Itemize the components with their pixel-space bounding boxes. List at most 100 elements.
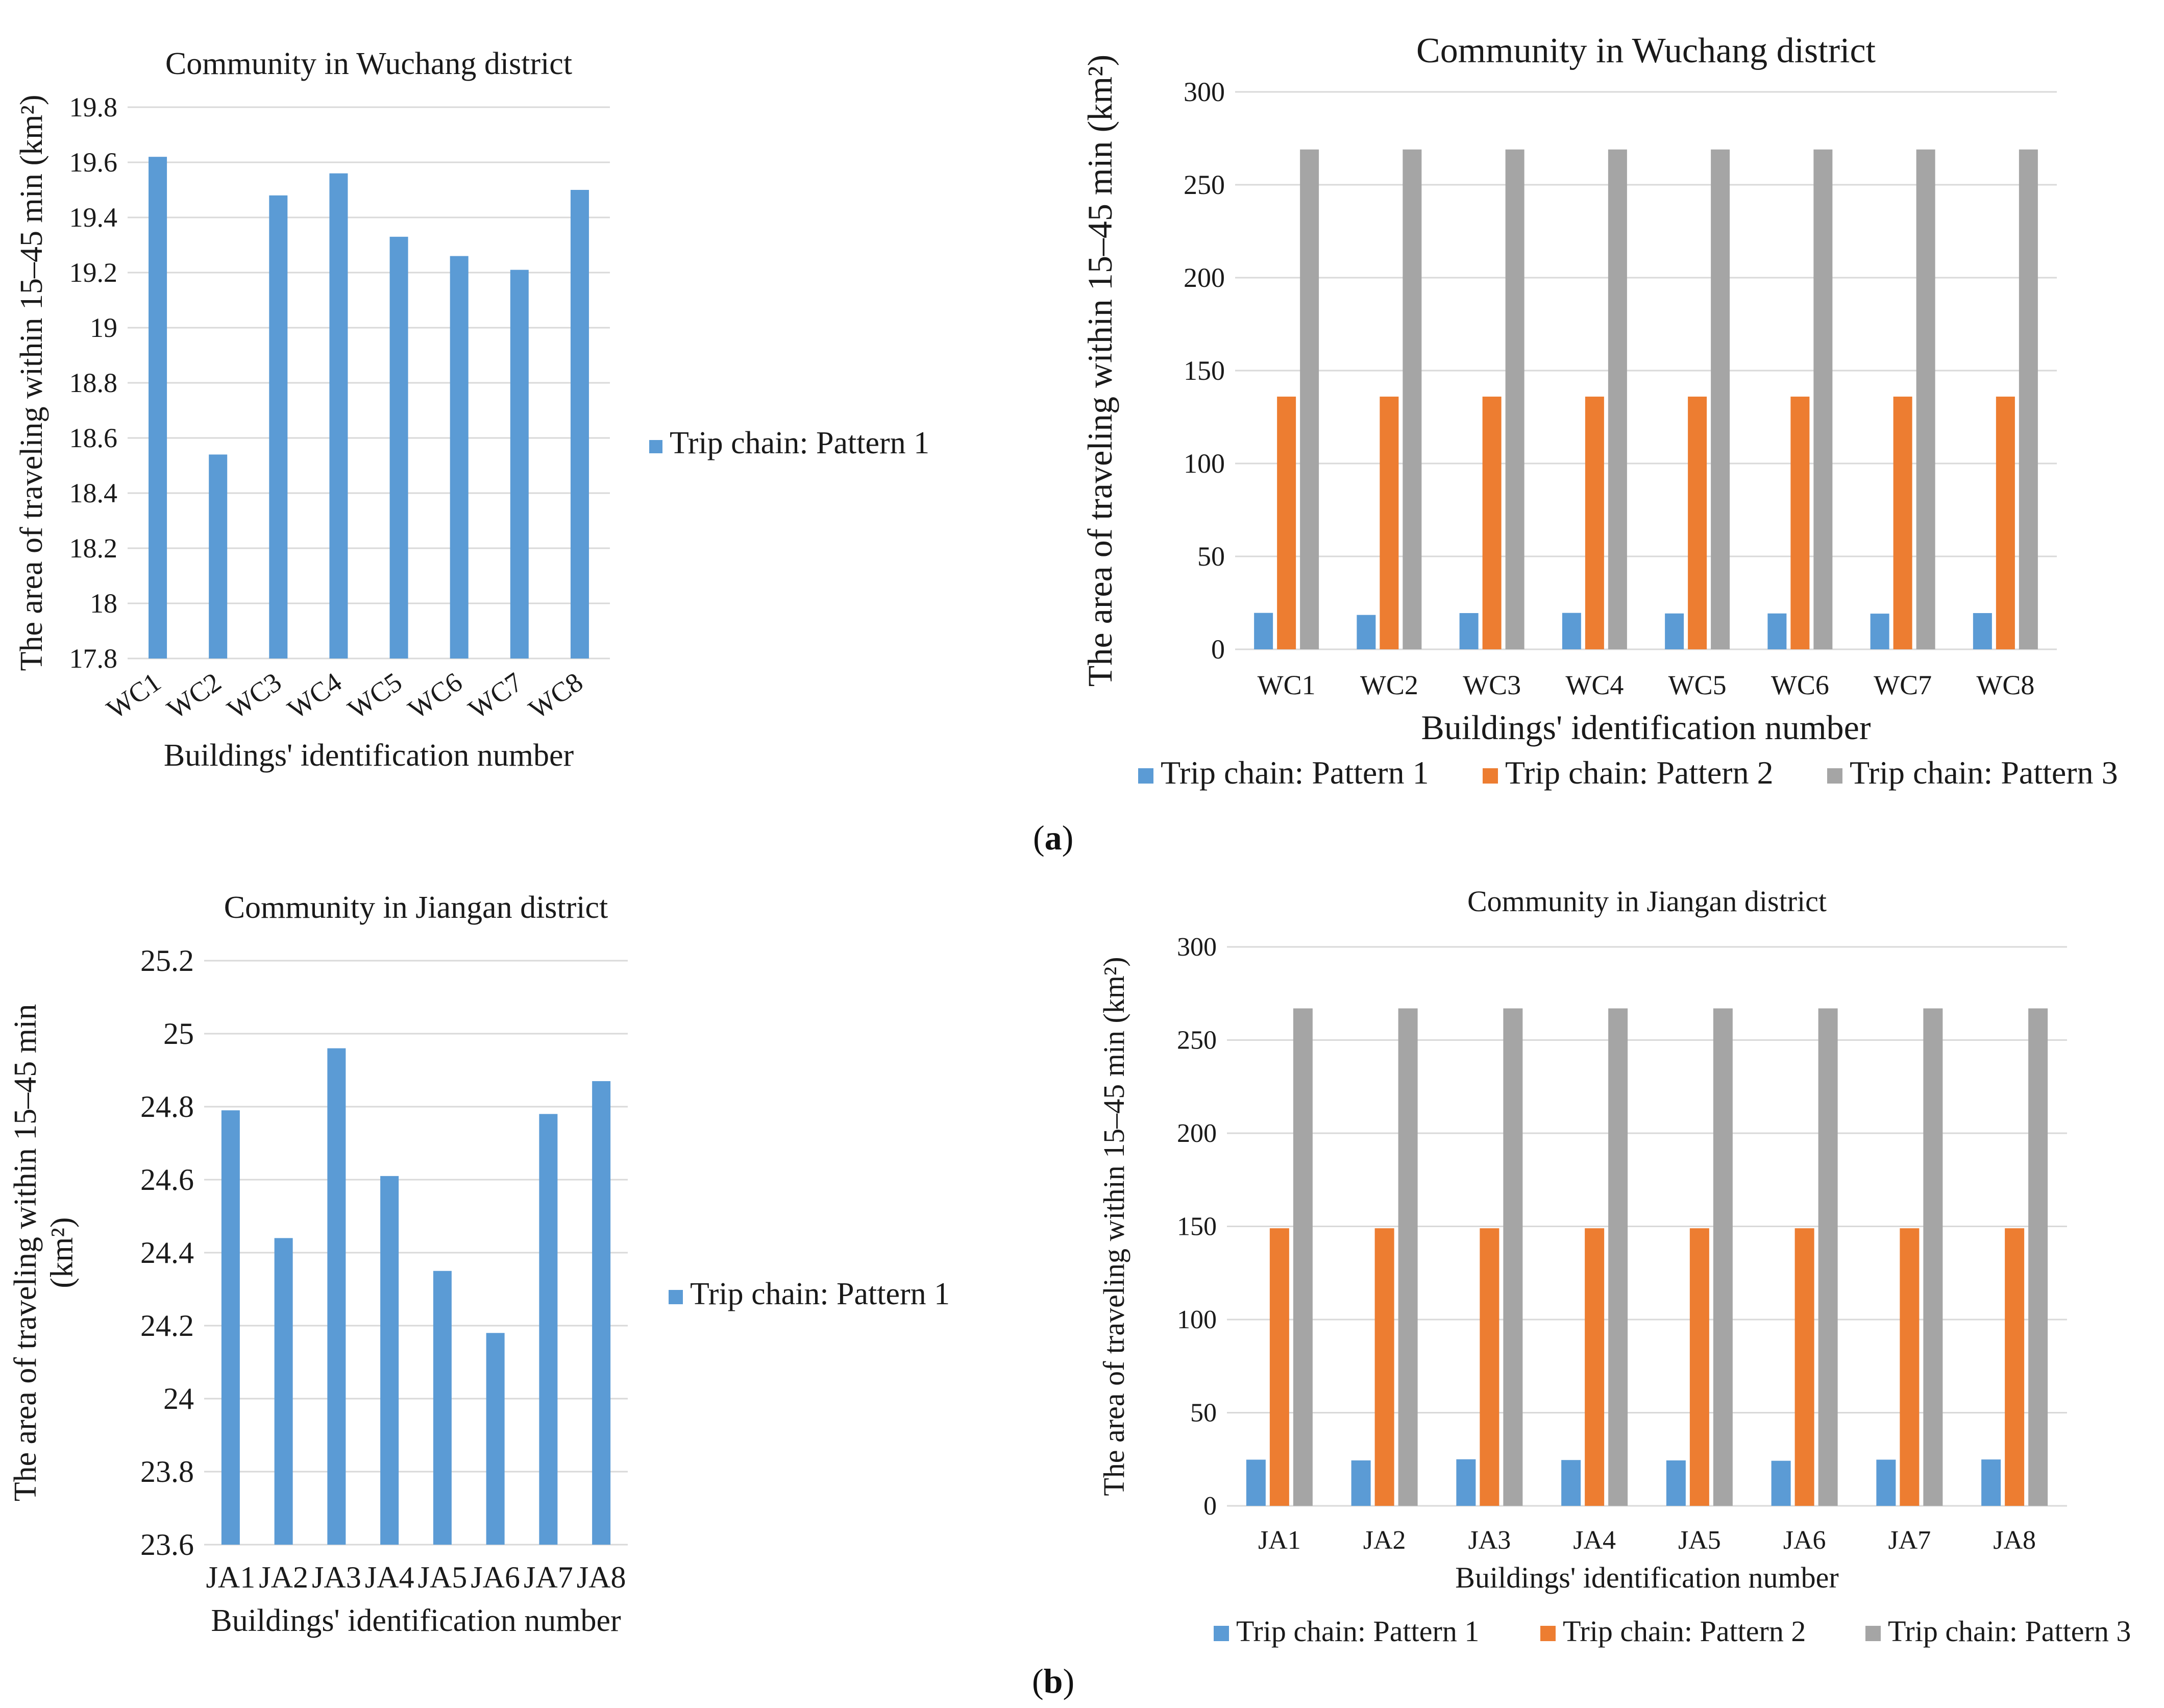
- y-tick-label: 0: [1203, 1492, 1217, 1521]
- bar: [274, 1238, 293, 1545]
- x-axis-label: Buildings' identification number: [1455, 1561, 1838, 1594]
- legend-label: Trip chain: Pattern 3: [1888, 1615, 2131, 1648]
- bar: [1794, 1228, 1814, 1506]
- legend-label: Trip chain: Pattern 1: [1236, 1615, 1479, 1648]
- y-tick-label: 24.2: [140, 1309, 194, 1343]
- y-axis-label-line: The area of traveling within 15–45 min: [8, 1004, 43, 1502]
- x-tick-label: JA4: [365, 1560, 414, 1594]
- x-tick-label: JA2: [1363, 1526, 1406, 1555]
- x-tick-label: WC7: [1874, 670, 1932, 700]
- y-tick-label: 25.2: [140, 944, 194, 978]
- legend-swatch: [1540, 1626, 1556, 1641]
- legend-swatch: [1138, 768, 1153, 784]
- y-tick-label: 19: [90, 312, 117, 343]
- bar: [1767, 613, 1787, 649]
- y-tick-label: 250: [1177, 1026, 1217, 1055]
- x-tick-label: WC2: [161, 667, 227, 725]
- x-tick-label: WC5: [1668, 670, 1727, 700]
- bar: [1293, 1008, 1313, 1506]
- x-tick-label: JA8: [1993, 1526, 2036, 1555]
- bar: [1608, 1008, 1628, 1506]
- bar: [1996, 396, 2015, 649]
- bar: [1916, 149, 1935, 650]
- y-tick-label: 0: [1211, 634, 1225, 665]
- y-tick-label: 17.8: [69, 643, 118, 674]
- y-tick-label: 18.2: [69, 533, 118, 564]
- bar: [486, 1333, 505, 1545]
- x-tick-label: WC5: [342, 667, 408, 725]
- bar: [1254, 613, 1273, 649]
- x-axis-label: Buildings' identification number: [211, 1603, 621, 1638]
- caption-a-letter: a: [1044, 818, 1062, 857]
- bar: [1876, 1459, 1896, 1506]
- bar: [1870, 614, 1889, 649]
- bar: [380, 1176, 399, 1545]
- legend-swatch: [1214, 1626, 1229, 1641]
- bar: [1482, 396, 1502, 649]
- chart-title: Community in Wuchang district: [165, 46, 572, 81]
- bar: [1900, 1228, 1920, 1506]
- y-tick-label: 250: [1184, 169, 1225, 200]
- bar: [221, 1110, 240, 1545]
- chart-wc-single: Community in Wuchang district 17.8 18 18.2 1…: [14, 46, 929, 773]
- y-axis-label: The area of traveling within 15–45 min (…: [1080, 55, 1119, 687]
- chart-ja-multi: Community in Jiangan district 0 50 100 150 20…: [1097, 885, 2131, 1648]
- bar: [1269, 1228, 1289, 1506]
- bar: [510, 270, 529, 658]
- bar: [1380, 396, 1399, 649]
- y-tick-label: 19.6: [69, 147, 118, 178]
- legend-swatch: [669, 1290, 683, 1304]
- bar: [1585, 1228, 1605, 1506]
- legend-swatch: [649, 440, 662, 453]
- x-tick-label: WC1: [101, 667, 166, 725]
- x-tick-label: WC8: [523, 667, 588, 725]
- bar: [1981, 1459, 2001, 1506]
- bar: [1562, 613, 1581, 649]
- caption-b-letter: b: [1043, 1662, 1063, 1700]
- bar: [2028, 1008, 2048, 1506]
- caption-a: (a): [1033, 818, 1074, 857]
- bar: [209, 454, 228, 658]
- x-tick-label: WC7: [463, 667, 528, 725]
- x-tick-label: WC3: [1463, 670, 1521, 700]
- bar: [1459, 613, 1479, 649]
- chart-title: Community in Jiangan district: [224, 890, 608, 925]
- y-tick-label: 50: [1190, 1399, 1217, 1428]
- legend-label: Trip chain: Pattern 1: [670, 426, 929, 460]
- bar: [1813, 149, 1833, 650]
- caption-b: (b): [1032, 1662, 1075, 1700]
- y-tick-label: 24: [163, 1382, 194, 1416]
- y-tick-label: 24.6: [140, 1163, 194, 1197]
- y-axis-label-line: (km²): [44, 1217, 79, 1288]
- bar: [1713, 1008, 1733, 1506]
- y-tick-label: 18.8: [69, 368, 118, 398]
- bar: [1480, 1228, 1499, 1506]
- legend-label: Trip chain: Pattern 2: [1563, 1615, 1806, 1648]
- bar: [1246, 1459, 1266, 1506]
- bar: [592, 1081, 611, 1545]
- bar: [1398, 1008, 1418, 1506]
- y-axis-label: The area of traveling within 15–45 min (…: [1097, 957, 1130, 1496]
- x-tick-label: WC4: [1565, 670, 1624, 700]
- bar: [269, 195, 288, 658]
- bar: [327, 1048, 346, 1545]
- chart-ja-single: Community in Jiangan district 23.6 23.8 24 2…: [8, 890, 950, 1638]
- bar: [1688, 396, 1707, 649]
- x-tick-label: WC2: [1360, 670, 1418, 700]
- bar: [1503, 1008, 1523, 1506]
- x-tick-label: JA1: [206, 1560, 256, 1594]
- x-axis-label: Buildings' identification number: [164, 738, 574, 773]
- bar: [1561, 1460, 1581, 1506]
- bar: [1973, 613, 1992, 649]
- bar: [149, 157, 167, 658]
- y-tick-label: 150: [1177, 1212, 1217, 1241]
- bar: [1351, 1460, 1371, 1506]
- bar: [1608, 149, 1627, 650]
- x-tick-label: JA2: [259, 1560, 308, 1594]
- x-tick-label: JA8: [577, 1560, 626, 1594]
- x-axis-label: Buildings' identification number: [1421, 708, 1871, 747]
- legend-label: Trip chain: Pattern 1: [690, 1277, 950, 1311]
- y-tick-label: 200: [1177, 1119, 1217, 1148]
- y-tick-label: 300: [1184, 77, 1225, 107]
